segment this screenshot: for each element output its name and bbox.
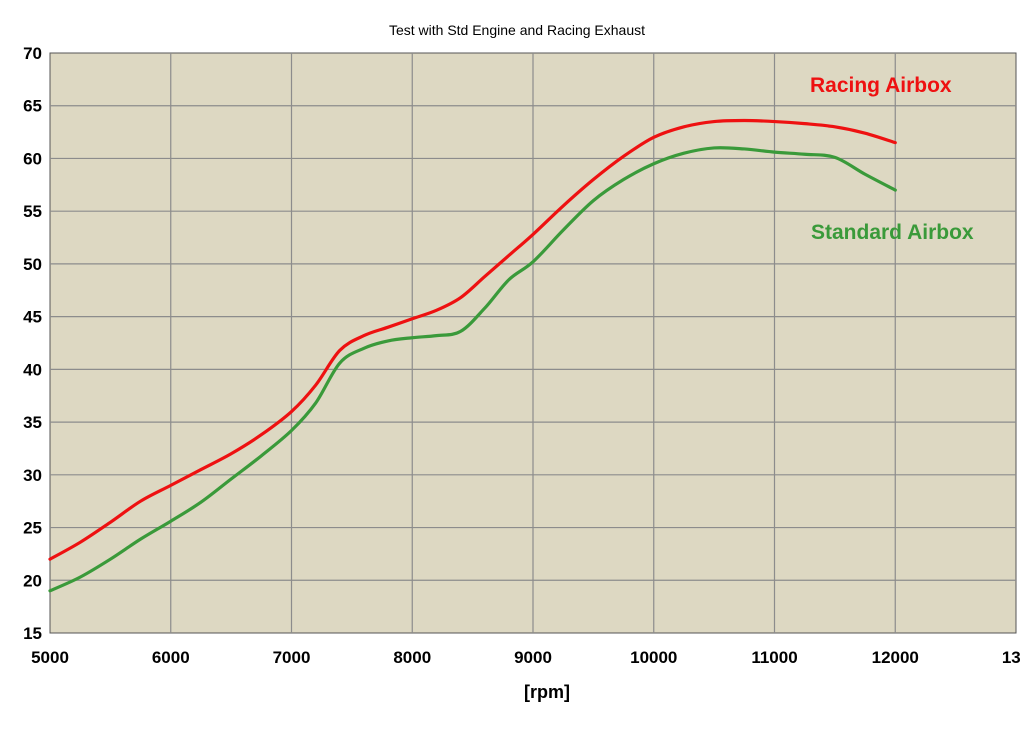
series-label-standard-airbox: Standard Airbox [811, 221, 974, 244]
y-tick-label: 70 [23, 44, 42, 63]
series-line-standard-airbox [48, 146, 897, 593]
grid [50, 53, 1016, 633]
series-label-racing-airbox: Racing Airbox [810, 74, 952, 97]
chart-title: Test with Std Engine and Racing Exhaust [389, 22, 645, 38]
y-tick-label: 30 [23, 466, 42, 485]
tick-labels: 15 20 25 30 35 40 45 50 55 60 65 70 5000 6000 7000 8000… [23, 44, 1020, 667]
y-tick-label: 60 [23, 149, 42, 168]
x-tick-label: 6000 [152, 648, 190, 667]
series-labels: Racing Airbox Standard Airbox [810, 74, 974, 244]
x-tick-label: 11000 [751, 648, 797, 667]
x-tick-label: 10000 [630, 648, 677, 667]
x-axis-label: [rpm] [524, 682, 570, 702]
y-tick-label: 55 [23, 202, 42, 221]
series-lines [48, 118, 897, 593]
y-tick-label: 50 [23, 255, 42, 274]
y-tick-label: 25 [23, 519, 42, 538]
x-tick-label: 7000 [273, 648, 311, 667]
x-tick-label: 130 [1002, 648, 1020, 667]
y-tick-label: 45 [23, 308, 42, 327]
x-tick-label: 9000 [514, 648, 552, 667]
y-tick-label: 40 [23, 360, 42, 379]
y-tick-label: 35 [23, 413, 42, 432]
x-tick-label: 5000 [31, 648, 69, 667]
y-tick-label: 15 [23, 624, 42, 643]
series-line-racing-airbox [48, 118, 897, 561]
y-tick-label: 20 [23, 571, 42, 590]
x-tick-label: 8000 [393, 648, 431, 667]
x-tick-label: 12000 [872, 648, 919, 667]
y-tick-label: 65 [23, 97, 42, 116]
